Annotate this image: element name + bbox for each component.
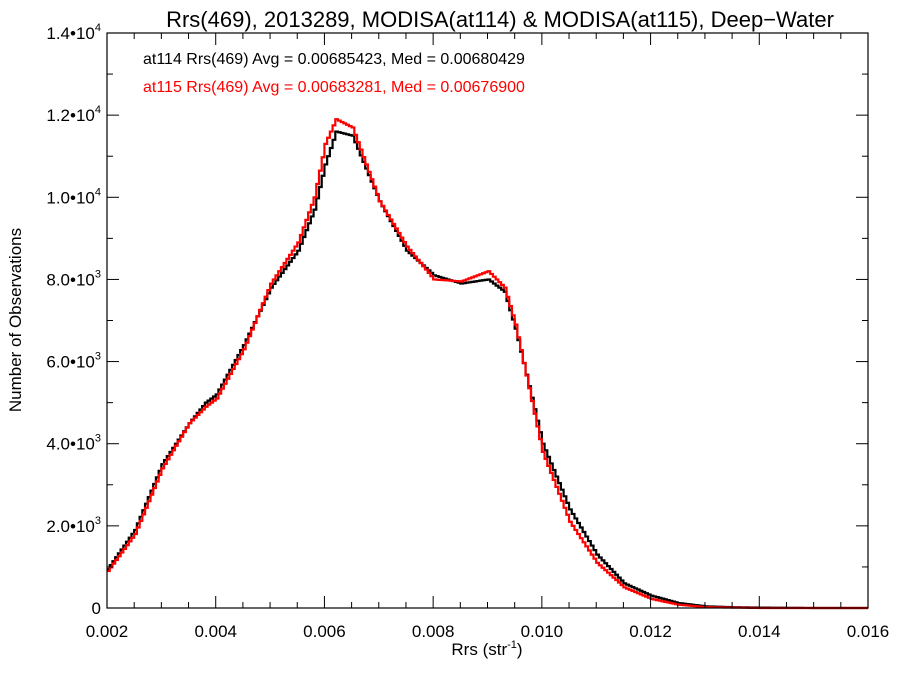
- y-axis-label: Number of Observations: [6, 228, 25, 412]
- y-tick-label: 6.0•103: [46, 351, 101, 372]
- series-line-at115: [107, 118, 868, 610]
- series-line-at114: [107, 130, 868, 610]
- x-tick-label: 0.014: [738, 622, 781, 641]
- x-tick-label: 0.012: [629, 622, 672, 641]
- x-axis-label: Rrs (str-1): [451, 639, 522, 659]
- y-tick-label: 1.0•104: [46, 186, 101, 207]
- x-tick-label: 0.016: [847, 622, 890, 641]
- chart-title: Rrs(469), 2013289, MODISA(at114) & MODIS…: [166, 7, 834, 32]
- x-tick-label: 0.008: [412, 622, 455, 641]
- legend-at115: at115 Rrs(469) Avg = 0.00683281, Med = 0…: [143, 79, 525, 96]
- plot-frame: [106, 32, 869, 609]
- y-tick-label: 1.4•104: [46, 22, 101, 43]
- legend-at114: at114 Rrs(469) Avg = 0.00685423, Med = 0…: [143, 51, 525, 68]
- series-layer: [107, 118, 868, 610]
- y-tick-label: 1.2•104: [46, 104, 101, 125]
- x-tick-label: 0.006: [303, 622, 346, 641]
- y-tick-label: 2.0•103: [46, 515, 101, 536]
- y-tick-label: 0: [92, 599, 101, 618]
- y-tick-label: 8.0•103: [46, 268, 101, 289]
- x-tick-label: 0.004: [194, 622, 237, 641]
- ticks-layer: 0.002 0.004 0.006 0.008 0.010 0.012 0.014 0.016…: [46, 22, 889, 641]
- y-tick-label: 4.0•103: [46, 433, 101, 454]
- x-tick-label: 0.010: [521, 622, 564, 641]
- x-tick-label: 0.002: [86, 622, 129, 641]
